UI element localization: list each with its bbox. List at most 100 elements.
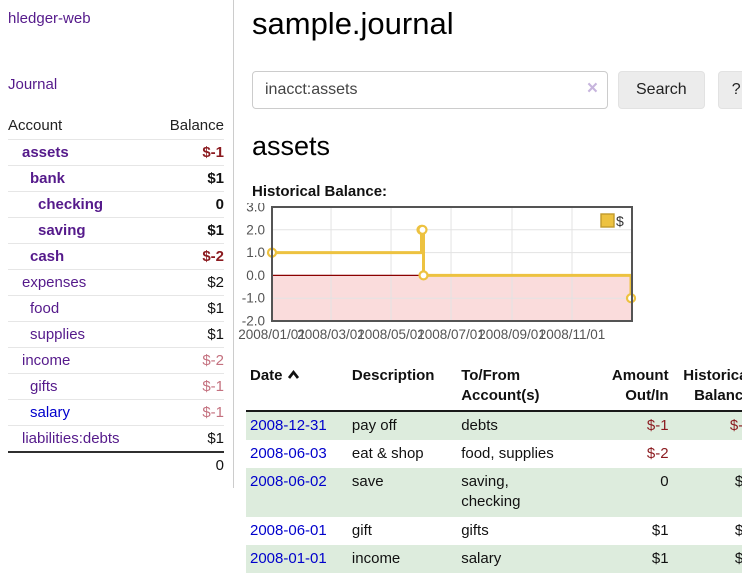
account-link[interactable]: liabilities:debts [22, 430, 120, 447]
svg-text:-2.0: -2.0 [242, 314, 265, 329]
transaction-amount: 0 [660, 473, 669, 491]
account-row: liabilities:debts $1 [8, 425, 224, 453]
balance-column-header: Balance [169, 117, 224, 134]
account-balance-table: Account Balance assets $-1 bank $1 check… [8, 114, 224, 478]
transaction-accounts: gifts [461, 521, 489, 539]
svg-text:2008/05/01: 2008/05/01 [357, 327, 425, 342]
account-row: income $-2 [8, 347, 224, 374]
balance-column-header-tx: Historical Balance [671, 364, 742, 412]
account-link[interactable]: saving [38, 222, 86, 239]
chart-title: Historical Balance: [252, 183, 388, 201]
account-row: bank $1 [8, 165, 224, 192]
transaction-description: income [351, 549, 401, 567]
account-column-header: Account [8, 117, 63, 134]
svg-text:1.0: 1.0 [246, 245, 265, 260]
account-row: food $1 [8, 295, 224, 322]
account-row: checking 0 [8, 191, 224, 218]
app-title-link[interactable]: hledger-web [8, 10, 91, 27]
account-balance: $1 [207, 326, 224, 343]
sort-ascending-icon [287, 370, 299, 379]
total-balance: 0 [215, 457, 224, 474]
total-spacer [8, 452, 153, 478]
account-balance: $1 [207, 300, 224, 317]
transaction-amount: $-2 [646, 444, 669, 462]
transaction-date-link[interactable]: 2008-06-01 [250, 521, 327, 539]
transaction-balance: 0 [672, 440, 742, 468]
search-input[interactable] [252, 70, 608, 109]
svg-text:3.0: 3.0 [246, 203, 265, 215]
account-row: assets $-1 [8, 139, 224, 166]
account-link[interactable]: expenses [22, 274, 87, 291]
account-row: gifts $-1 [8, 373, 224, 400]
transaction-date-link[interactable]: 2008-01-01 [250, 549, 327, 567]
account-balance: $-1 [202, 404, 224, 421]
search-button[interactable]: Search [618, 70, 705, 109]
transaction-balance: $-1 [729, 416, 742, 434]
account-balance: $1 [207, 430, 224, 447]
svg-text:2008/03/01: 2008/03/01 [297, 327, 365, 342]
account-link[interactable]: bank [30, 170, 66, 187]
svg-text:$: $ [616, 213, 624, 229]
account-row: cash $-2 [8, 243, 224, 270]
svg-text:2008/09/01: 2008/09/01 [478, 327, 546, 342]
search-box: × [252, 70, 608, 109]
date-column-header: Date [246, 364, 348, 412]
transaction-row: 2008-06-03 eat & shop food, supplies $-2… [246, 440, 742, 468]
amount-column-header: Amount Out/In [594, 364, 672, 412]
transaction-amount: $-1 [646, 416, 669, 434]
balance-chart-svg: $3.0 2.0 1.0 0.0 -1.0 -2.02008/01/012008/03/0… [238, 200, 637, 342]
account-row: supplies $1 [8, 321, 224, 348]
account-link[interactable]: checking [38, 196, 104, 213]
transactions-table: Date Description To/From Account(s) Amou… [246, 364, 742, 574]
transaction-row: 2008-06-01 gift gifts $1 $2 [246, 517, 742, 545]
clear-search-icon[interactable]: × [586, 77, 598, 99]
account-link[interactable]: cash [30, 248, 65, 265]
transaction-row: 2008-01-01 income salary $1 $1 [246, 544, 742, 574]
svg-text:2008/11/01: 2008/11/01 [539, 327, 606, 342]
transaction-accounts: food, supplies [461, 444, 554, 462]
account-balance: $-1 [202, 144, 224, 161]
transaction-date-link[interactable]: 2008-06-03 [250, 444, 327, 462]
transaction-date-link[interactable]: 2008-12-31 [250, 416, 327, 434]
transactions-header-row: Date Description To/From Account(s) Amou… [246, 364, 742, 412]
account-balance: 0 [215, 196, 224, 213]
svg-text:2008/01/01: 2008/01/01 [238, 327, 306, 342]
transaction-description: save [351, 473, 384, 491]
main-content: sample.journal × Search ? assets Histori… [234, 0, 742, 574]
account-link[interactable]: supplies [30, 326, 86, 343]
svg-text:-1.0: -1.0 [242, 291, 265, 306]
transaction-balance: $2 [734, 521, 742, 539]
transaction-accounts: debts [461, 416, 498, 434]
transaction-accounts: saving, checking [461, 473, 521, 511]
account-link[interactable]: assets [22, 144, 69, 161]
transaction-balance: $1 [734, 549, 742, 567]
svg-text:0.0: 0.0 [246, 268, 265, 283]
transaction-row: 2008-12-31 pay off debts $-1 $-1 [246, 410, 742, 440]
account-link[interactable]: salary [30, 404, 71, 421]
transaction-amount: $1 [651, 521, 669, 539]
help-button[interactable]: ? [717, 70, 742, 109]
account-balance: $-2 [202, 248, 224, 265]
account-balance: $1 [207, 170, 224, 187]
account-link[interactable]: food [30, 300, 60, 317]
transaction-date-link[interactable]: 2008-06-02 [250, 473, 327, 491]
description-column-header: Description [347, 364, 458, 412]
account-link[interactable]: income [22, 352, 71, 369]
account-total-row: 0 [8, 452, 224, 478]
transaction-description: eat & shop [351, 444, 424, 462]
transaction-description: pay off [351, 416, 397, 434]
transaction-row: 2008-06-02 save saving, checking 0 $2 [246, 468, 742, 517]
transaction-balance: $2 [734, 473, 742, 491]
section-title: assets [252, 130, 331, 161]
account-link[interactable]: gifts [30, 378, 58, 395]
svg-text:2.0: 2.0 [246, 222, 265, 237]
account-balance: $1 [207, 222, 224, 239]
account-balance: $-1 [202, 378, 224, 395]
account-balance: $-2 [202, 352, 224, 369]
account-table-body: assets $-1 bank $1 checking 0 saving $1 … [8, 139, 224, 453]
account-balance: $2 [207, 274, 224, 291]
historical-balance-chart: $3.0 2.0 1.0 0.0 -1.0 -2.0 2008/01/01 2008/03/0… [236, 200, 742, 351]
sidebar-item-journal[interactable]: Journal [8, 76, 58, 93]
account-row: saving $1 [8, 217, 224, 244]
